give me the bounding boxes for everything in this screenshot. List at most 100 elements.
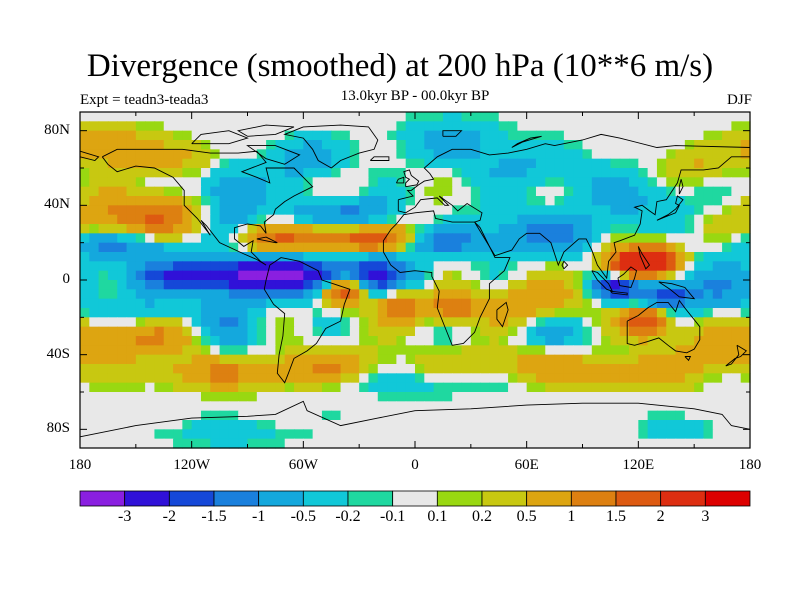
- field-cell: [219, 345, 230, 356]
- field-cell: [554, 196, 565, 206]
- field-cell: [80, 401, 90, 412]
- field-cell: [591, 326, 602, 337]
- field-cell: [554, 252, 565, 262]
- field-cell: [163, 205, 174, 216]
- field-cell: [98, 196, 109, 206]
- field-cell: [173, 224, 183, 234]
- field-cell: [582, 438, 593, 449]
- field-cell: [694, 420, 705, 430]
- coastline-borneo: [617, 266, 638, 289]
- field-cell: [610, 373, 621, 384]
- field-cell: [135, 345, 146, 356]
- field-cell: [191, 345, 202, 356]
- field-cell: [228, 364, 239, 374]
- field-cell: [303, 364, 314, 374]
- field-cell: [712, 112, 723, 122]
- field-cell: [433, 158, 444, 169]
- field-cell: [731, 289, 742, 300]
- field-cell: [591, 354, 602, 365]
- field-cell: [424, 112, 435, 122]
- field-cell: [200, 177, 211, 188]
- coastline-north-america: [101, 148, 314, 266]
- field-cell: [573, 373, 584, 384]
- field-cell: [619, 214, 630, 225]
- field-cell: [359, 140, 370, 150]
- field-cell: [601, 140, 612, 150]
- field-cell: [247, 270, 258, 281]
- field-cell: [135, 214, 146, 225]
- field-cell: [433, 252, 444, 262]
- field-cell: [433, 214, 444, 225]
- field-cell: [117, 196, 128, 206]
- field-cell: [405, 280, 416, 290]
- lon-label: 180: [68, 457, 92, 473]
- field-cell: [591, 270, 602, 281]
- field-cell: [433, 429, 444, 440]
- field-cell: [377, 326, 388, 337]
- field-cell: [191, 438, 202, 449]
- field-cell: [284, 149, 295, 160]
- field-cell: [470, 345, 481, 356]
- field-cell: [675, 429, 686, 440]
- field-cell: [517, 121, 528, 132]
- field-cell: [563, 252, 574, 262]
- field-cell: [526, 140, 537, 150]
- field-cell: [619, 261, 630, 272]
- field-cell: [545, 224, 556, 234]
- field-cell: [480, 121, 491, 132]
- field-cell: [396, 401, 407, 412]
- field-cell: [182, 140, 193, 150]
- field-cell: [154, 420, 165, 430]
- field-cell: [582, 130, 593, 141]
- field-cell: [545, 280, 556, 290]
- field-cell: [610, 121, 621, 132]
- field-cell: [517, 298, 528, 309]
- field-cell: [126, 280, 137, 290]
- field-cell: [340, 438, 351, 449]
- field-cell: [284, 336, 295, 346]
- field-cell: [340, 280, 351, 290]
- field-cell: [200, 438, 211, 449]
- field-cell: [340, 261, 351, 272]
- field-cell: [722, 410, 732, 421]
- field-cell: [387, 317, 397, 328]
- field-cell: [601, 317, 612, 328]
- field-cell: [629, 401, 639, 412]
- field-cell: [228, 354, 239, 365]
- field-cell: [535, 214, 546, 225]
- field-cell: [331, 130, 342, 141]
- field-cell: [80, 336, 90, 346]
- field-cell: [526, 308, 537, 318]
- field-cell: [535, 186, 546, 197]
- field-cell: [154, 130, 165, 141]
- field-cell: [619, 168, 630, 178]
- field-cell: [703, 298, 714, 309]
- field-cell: [200, 429, 211, 440]
- field-cell: [480, 354, 491, 365]
- field-cell: [666, 242, 677, 253]
- field-cell: [629, 298, 639, 309]
- field-cell: [331, 392, 342, 402]
- field-cell: [694, 410, 705, 421]
- field-cell: [554, 429, 565, 440]
- field-cell: [312, 130, 323, 141]
- field-cell: [433, 401, 444, 412]
- field-cell: [415, 186, 425, 197]
- field-cell: [619, 149, 630, 160]
- field-cell: [294, 224, 304, 234]
- field-cell: [666, 438, 677, 449]
- field-cell: [452, 429, 463, 440]
- field-cell: [228, 438, 239, 449]
- field-cell: [387, 373, 397, 384]
- field-cell: [359, 336, 370, 346]
- field-cell: [498, 177, 509, 188]
- field-cell: [89, 410, 100, 421]
- field-cell: [182, 289, 193, 300]
- field-cell: [266, 186, 277, 197]
- field-cell: [712, 308, 723, 318]
- coastline-new-guinea: [658, 281, 696, 300]
- field-cell: [126, 438, 137, 449]
- field-cell: [80, 158, 90, 169]
- field-cell: [629, 112, 639, 122]
- field-cell: [684, 354, 695, 365]
